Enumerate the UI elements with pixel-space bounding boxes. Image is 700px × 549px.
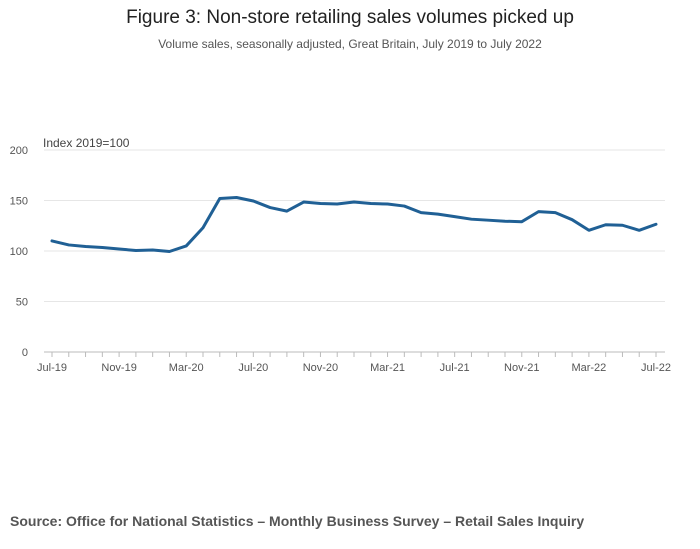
data-point xyxy=(654,223,658,226)
data-point xyxy=(151,248,154,252)
data-point xyxy=(453,215,456,218)
x-tick-label: Nov-20 xyxy=(303,362,338,374)
data-point xyxy=(168,250,171,253)
data-point xyxy=(436,212,440,216)
y-axis: 0 50 100 150 200 xyxy=(10,145,28,359)
y-tick-label: 100 xyxy=(10,246,28,258)
data-point xyxy=(604,223,607,226)
data-point xyxy=(537,210,540,213)
data-point xyxy=(369,202,372,205)
data-point xyxy=(235,196,238,199)
data-point xyxy=(252,199,255,203)
data-point xyxy=(520,220,523,223)
data-point xyxy=(638,229,641,232)
y-tick-label: 150 xyxy=(10,196,28,208)
data-point xyxy=(587,229,591,232)
data-point xyxy=(487,218,490,222)
data-point xyxy=(302,200,305,204)
x-tick-label: Jul-19 xyxy=(37,362,67,374)
data-point xyxy=(336,202,339,206)
data-point xyxy=(319,202,322,205)
data-point xyxy=(285,209,289,213)
x-tick-label: Mar-21 xyxy=(370,362,405,374)
x-tick-label: Mar-22 xyxy=(571,362,606,374)
x-tick-label: Jul-22 xyxy=(641,362,671,374)
x-tick-label: Nov-21 xyxy=(504,362,539,374)
data-point xyxy=(419,211,423,214)
data-point xyxy=(84,245,87,248)
x-tick-label: Jul-21 xyxy=(440,362,470,374)
data-point xyxy=(101,246,104,249)
data-point xyxy=(570,218,574,221)
data-point xyxy=(50,239,54,243)
data-point xyxy=(554,211,557,214)
x-tick-label: Mar-20 xyxy=(169,362,204,374)
y-tick-label: 0 xyxy=(22,347,28,359)
series-line-0 xyxy=(50,195,658,253)
y-unit-label: Index 2019=100 xyxy=(43,136,130,150)
data-point xyxy=(503,220,507,223)
data-point xyxy=(185,244,188,248)
x-axis: Jul-19 Nov-19 Mar-20 Jul-20 Nov-20 Mar-21 Jul-… xyxy=(37,352,671,374)
x-tick-label: Jul-20 xyxy=(238,362,268,374)
data-point xyxy=(352,200,356,204)
data-point xyxy=(218,197,221,200)
y-tick-label: 200 xyxy=(10,145,28,157)
y-tick-label: 50 xyxy=(16,297,28,309)
chart-subtitle: Volume sales, seasonally adjusted, Great… xyxy=(158,37,542,51)
data-point xyxy=(117,247,121,251)
data-point xyxy=(201,226,205,229)
data-point xyxy=(67,243,70,247)
series-layer xyxy=(50,195,658,253)
data-point xyxy=(134,249,138,252)
line-chart: Jul-19 Nov-19 Mar-20 Jul-20 Nov-20 Mar-21 Jul-… xyxy=(10,136,671,374)
data-point xyxy=(268,206,272,209)
source-note: Source: Office for National Statistics –… xyxy=(10,513,585,529)
x-tick-label: Nov-19 xyxy=(101,362,136,374)
data-point xyxy=(403,204,406,208)
data-point xyxy=(470,217,473,221)
chart-title: Figure 3: Non-store retailing sales volu… xyxy=(126,7,574,28)
data-point xyxy=(621,224,624,227)
data-point xyxy=(386,202,389,206)
